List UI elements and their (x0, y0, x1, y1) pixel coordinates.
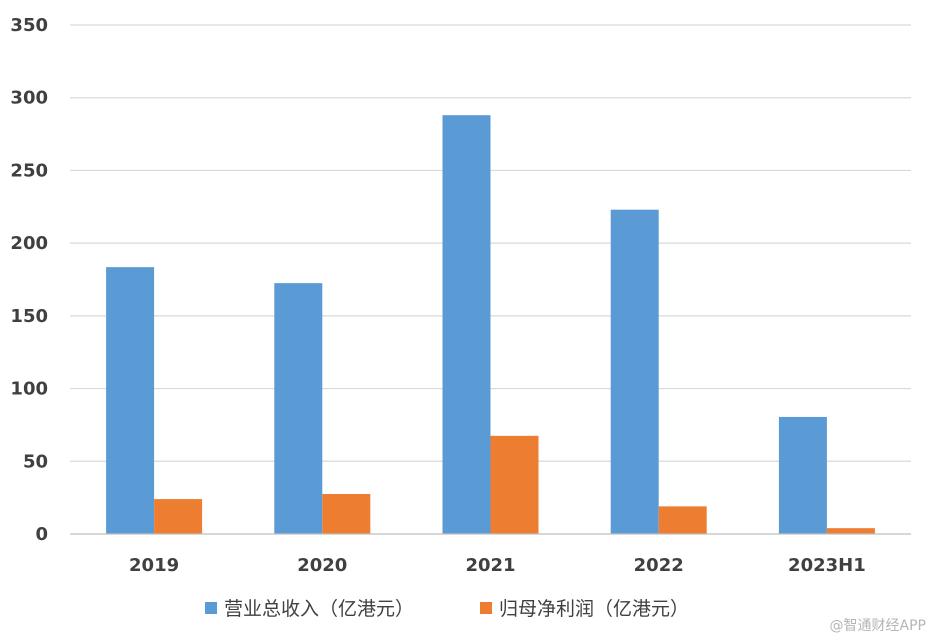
y-tick-label: 100 (10, 379, 48, 400)
watermark-text: @智通财经APP (830, 618, 926, 634)
x-axis-ticks: 2019 2020 2021 2022 2023H1 (129, 555, 866, 576)
x-tick-label: 2023H1 (788, 555, 866, 576)
legend: 营业总收入（亿港元） 归母净利润（亿港元） (205, 598, 689, 620)
bar-net-profit-2019 (154, 499, 203, 534)
bar-revenue-2022 (610, 209, 659, 535)
bar-revenue-2023H1 (778, 416, 827, 534)
bar-net-profit-2021 (490, 435, 539, 534)
y-tick-label: 200 (10, 233, 48, 254)
x-tick-label: 2021 (465, 555, 515, 576)
y-axis-ticks: 0 50 100 150 200 250 300 350 (10, 15, 48, 545)
y-tick-label: 0 (35, 524, 48, 545)
x-tick-label: 2020 (297, 555, 347, 576)
y-tick-label: 300 (10, 88, 48, 109)
y-tick-label: 350 (10, 15, 48, 36)
bar-net-profit-2022 (658, 506, 707, 534)
bar-revenue-2019 (106, 267, 155, 534)
x-tick-label: 2019 (129, 555, 179, 576)
bar-revenue-2020 (274, 283, 323, 534)
bar-revenue-2021 (442, 115, 491, 534)
y-tick-label: 150 (10, 306, 48, 327)
bars (106, 115, 875, 535)
legend-label: 归母净利润（亿港元） (499, 598, 689, 620)
y-tick-label: 250 (10, 160, 48, 181)
legend-swatch (480, 602, 492, 614)
bar-net-profit-2023H1 (826, 528, 875, 534)
legend-swatch (205, 602, 217, 614)
y-tick-label: 50 (23, 451, 48, 472)
bar-net-profit-2020 (322, 494, 371, 534)
x-tick-label: 2022 (634, 555, 684, 576)
legend-label: 营业总收入（亿港元） (224, 598, 414, 620)
